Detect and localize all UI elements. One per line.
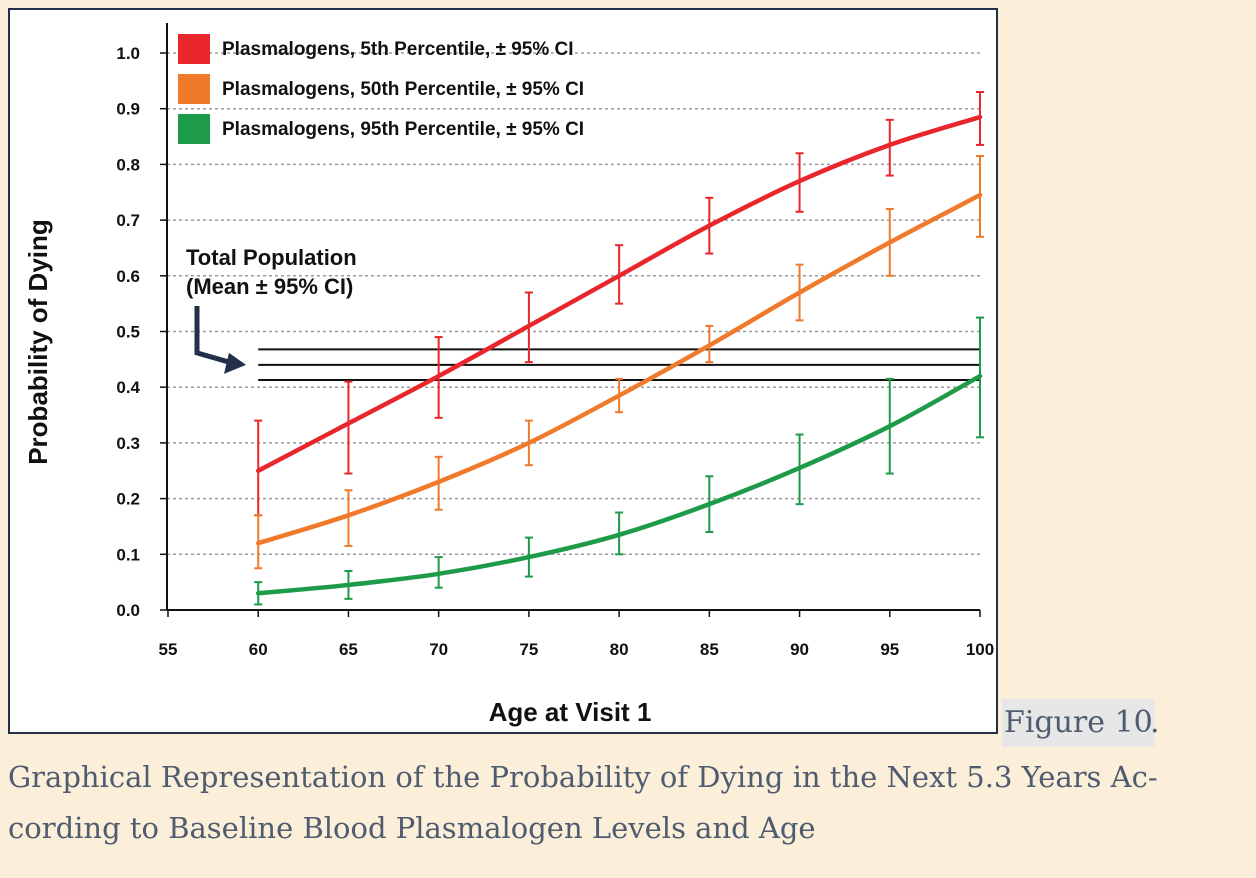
x-tick-label: 95 <box>880 640 899 659</box>
legend-label-3: Plasmalogens, 95th Percentile, ± 95% CI <box>222 119 584 140</box>
reference-label-line2: (Mean ± 95% CI) <box>186 274 353 299</box>
series-line-3 <box>255 373 983 596</box>
axes: 0.0 0.1 0.2 0.3 0.4 0.5 0.6 0.7 0.8 0.9 1.0 55 60 65 7… <box>116 23 994 659</box>
x-tick-label: 70 <box>429 640 448 659</box>
y-tick-label: 0.0 <box>116 601 140 620</box>
reference-arrow <box>194 306 233 366</box>
chart-frame: 0.0 0.1 0.2 0.3 0.4 0.5 0.6 0.7 0.8 0.9 1.0 55 60 65 7… <box>8 8 998 734</box>
series-group <box>254 90 984 606</box>
reference-arrowhead <box>224 352 246 374</box>
figure-caption: Graphical Representation of the Probabil… <box>8 760 1158 845</box>
x-axis-title: Age at Visit 1 <box>489 697 652 727</box>
probability-chart: 0.0 0.1 0.2 0.3 0.4 0.5 0.6 0.7 0.8 0.9 1.0 55 60 65 7… <box>23 23 994 727</box>
x-tick-label: 75 <box>519 640 538 659</box>
x-tick-label: 60 <box>249 640 268 659</box>
y-tick-label: 0.9 <box>116 100 140 119</box>
y-axis-title: Probability of Dying <box>23 219 53 465</box>
total-population-reference <box>194 306 980 381</box>
x-tick-label: 80 <box>610 640 629 659</box>
series-line-1 <box>255 114 983 473</box>
y-tick-label: 0.8 <box>116 155 140 174</box>
reference-label-line1: Total Population <box>186 245 357 270</box>
figure-label-period: . <box>1150 705 1160 740</box>
figure-label: Figure 10 <box>1002 699 1155 747</box>
series-line-2 <box>255 192 983 546</box>
y-tick-label: 0.1 <box>116 545 140 564</box>
y-tick-label: 0.5 <box>116 323 140 342</box>
legend-swatch-3 <box>178 114 210 144</box>
y-tick-label: 0.4 <box>116 378 140 397</box>
x-tick-label: 85 <box>700 640 719 659</box>
y-tick-label: 0.6 <box>116 267 140 286</box>
x-tick-label: 65 <box>339 640 358 659</box>
x-tick-label: 90 <box>790 640 809 659</box>
y-tick-label: 0.7 <box>116 211 140 230</box>
y-tick-label: 0.3 <box>116 434 140 453</box>
legend-label-2: Plasmalogens, 50th Percentile, ± 95% CI <box>222 79 584 100</box>
y-tick-label: 1.0 <box>116 44 140 63</box>
legend-swatch-2 <box>178 74 210 104</box>
x-tick-label: 55 <box>159 640 178 659</box>
legend-swatch-1 <box>178 34 210 64</box>
legend: Plasmalogens, 5th Percentile, ± 95% CI Pl… <box>178 34 584 144</box>
legend-label-1: Plasmalogens, 5th Percentile, ± 95% CI <box>222 39 574 60</box>
x-tick-label: 100 <box>966 640 994 659</box>
y-tick-label: 0.2 <box>116 490 140 509</box>
